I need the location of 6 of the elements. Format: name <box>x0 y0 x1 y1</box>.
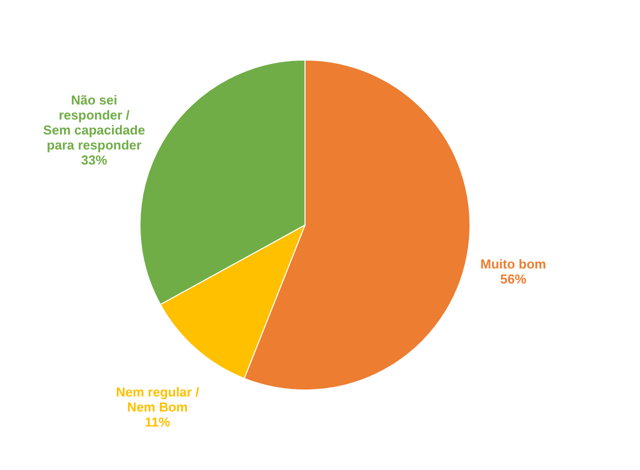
data-label: 33% <box>81 152 108 168</box>
slice-label: Muito bom <box>480 256 546 272</box>
slice-label: Nem regular / Nem Bom <box>116 384 200 414</box>
slice-label: Não sei responder / Sem capacidade para responder <box>43 92 146 152</box>
data-label: 11% <box>144 414 171 430</box>
data-label: 56% <box>500 272 527 287</box>
